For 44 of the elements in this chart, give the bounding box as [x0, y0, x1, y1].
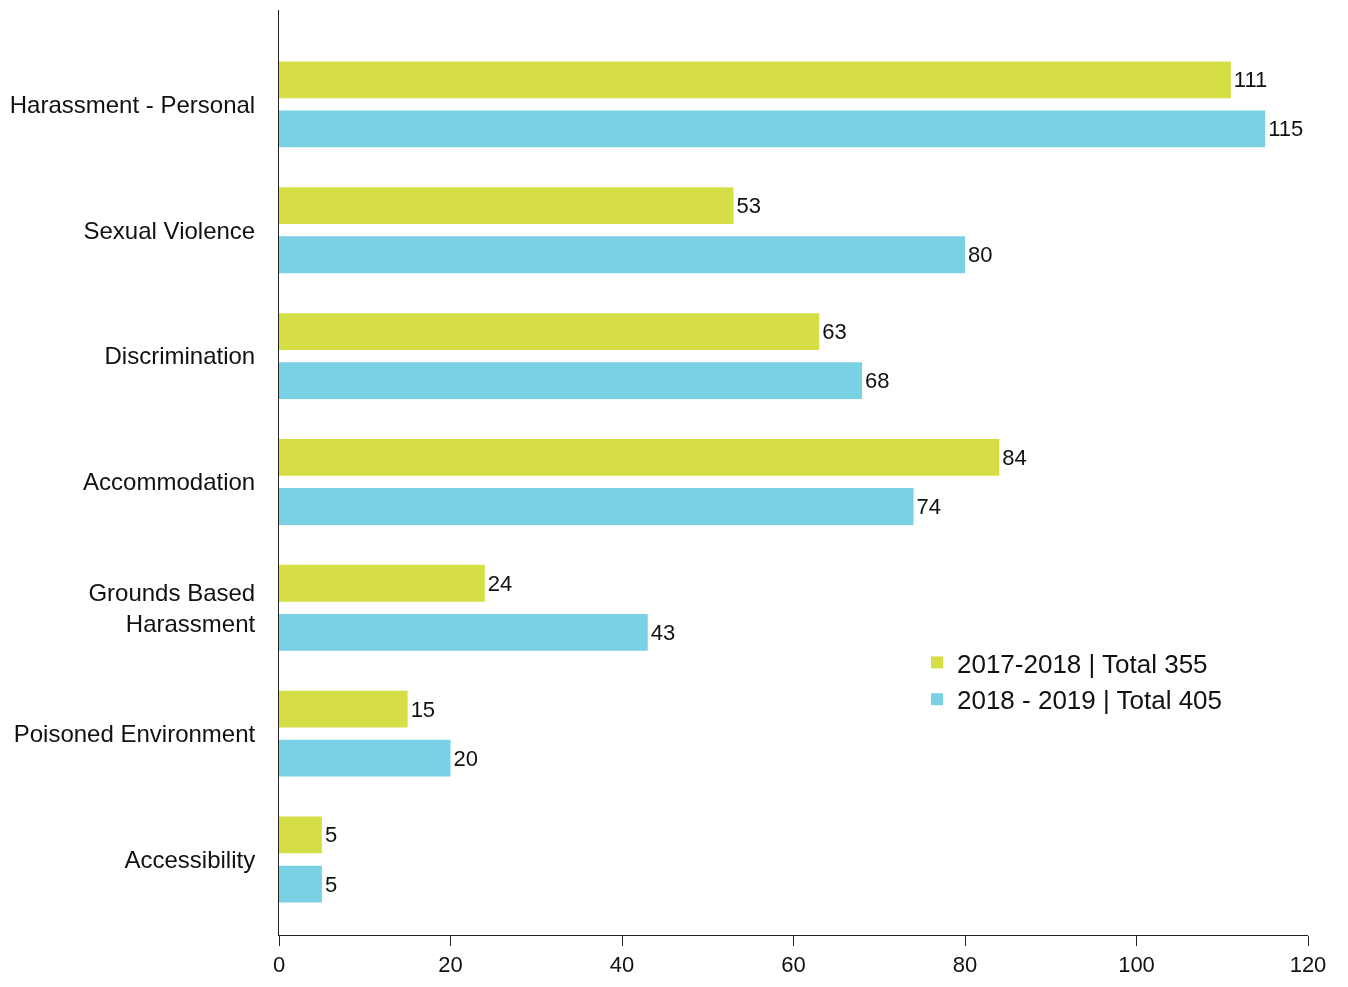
bar: [279, 362, 863, 400]
x-tick-label: 60: [781, 952, 806, 978]
bar: [279, 564, 485, 602]
y-tick-label: Discrimination: [104, 342, 256, 370]
x-tick-label: 100: [1118, 952, 1155, 978]
data-label: 15: [410, 696, 436, 722]
x-tick-label: 80: [952, 952, 978, 978]
x-tick-label: 20: [438, 952, 463, 978]
data-label: 68: [865, 368, 890, 394]
bar: [279, 438, 1000, 476]
data-label: 84: [1002, 444, 1027, 470]
data-label: 20: [453, 745, 478, 771]
bar: [279, 236, 965, 274]
legend-label: 2018 - 2019 | Total 405: [956, 685, 1223, 716]
bar: [279, 313, 820, 350]
y-tick-label: Accessibility: [124, 845, 256, 873]
data-label: 5: [324, 822, 338, 848]
bar: [279, 110, 1266, 148]
data-label: 53: [736, 193, 761, 219]
bar: [279, 865, 322, 903]
bar: [279, 488, 914, 525]
legend-label: 2017-2018 | Total 355: [956, 648, 1208, 679]
x-tick-label: 120: [1289, 952, 1327, 978]
data-label: 24: [487, 570, 513, 596]
bar: [279, 816, 322, 854]
x-tick-label: 0: [272, 952, 286, 978]
data-label: 80: [968, 242, 993, 268]
data-label: 74: [916, 493, 942, 519]
y-tick-label: Poisoned Environment: [13, 720, 256, 748]
data-label: 63: [822, 319, 847, 345]
data-label: 111: [1233, 67, 1268, 93]
bar: [279, 690, 408, 728]
bar: [279, 61, 1231, 99]
y-tick-label: Grounds Based Harassment: [88, 578, 256, 637]
data-label: 115: [1268, 116, 1304, 142]
bar: [279, 613, 648, 651]
y-tick-label: Sexual Violence: [83, 216, 256, 244]
data-label: 43: [650, 619, 676, 645]
y-tick-label: Harassment - Personal: [9, 90, 256, 118]
bar: [279, 187, 734, 225]
bar: [279, 739, 451, 777]
y-tick-label: Accommodation: [83, 468, 256, 496]
x-tick-label: 40: [609, 952, 635, 978]
data-label: 5: [324, 871, 338, 897]
